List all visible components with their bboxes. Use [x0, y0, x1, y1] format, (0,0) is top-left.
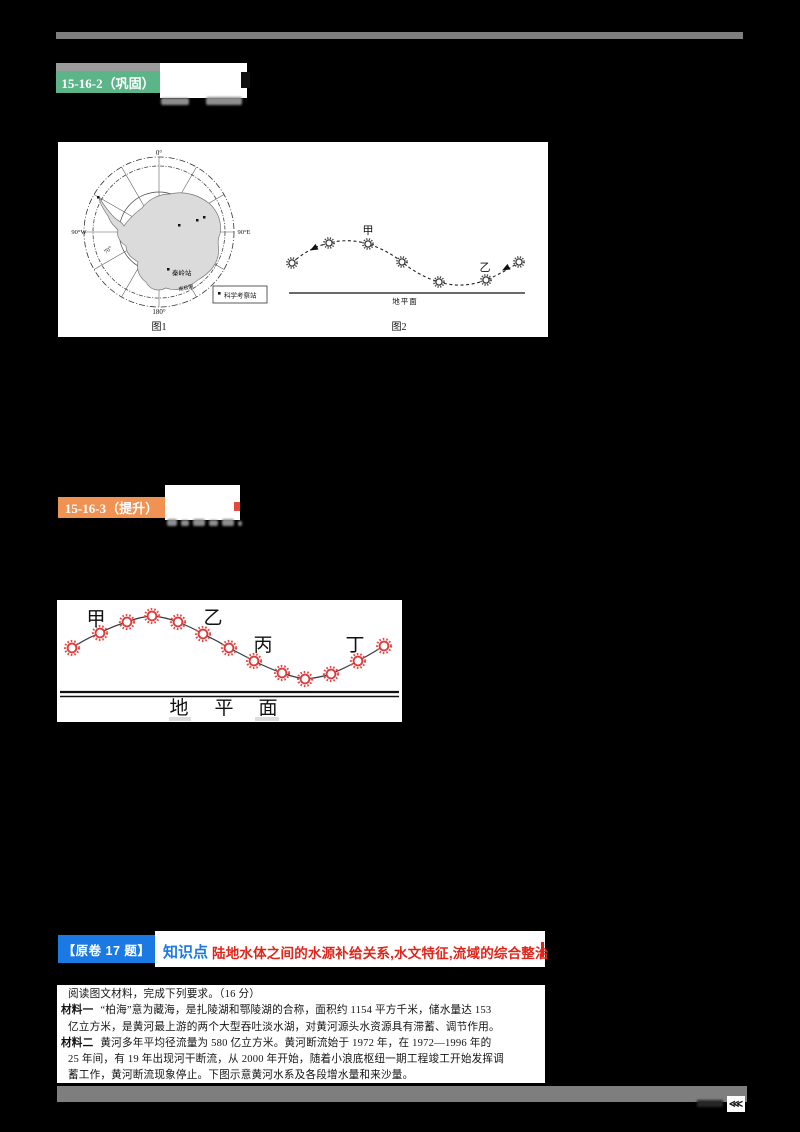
figure2-caption: 图2 [392, 321, 407, 333]
passage-bold-lead: 材料一 [61, 1005, 94, 1017]
footer-faint-text [697, 1100, 723, 1107]
bottom-divider-bar [57, 1086, 747, 1102]
label-yi: 乙 [203, 608, 222, 629]
blurred-text-remnant [169, 717, 191, 721]
horizon-label: 地平面 [392, 296, 418, 306]
passage-line: 25 年间，有 19 年出现河干断流，从 2000 年开始，随着小浪底枢纽一期工… [68, 1054, 504, 1066]
sun-icons [286, 237, 525, 288]
q17-badge: 【原卷 17 题】 [58, 935, 155, 963]
label-ding: 丁 [345, 635, 364, 656]
passage-line: 亿立方米，是黄河最上游的两个大型吞吐淡水湖，对黄河源头水资源具有滞蓄、调节作用。 [68, 1021, 500, 1033]
red-sun-icons [63, 607, 393, 688]
label-jia: 甲 [363, 225, 374, 237]
ex3-redacted-block [165, 485, 240, 520]
label-bing: 丙 [253, 635, 272, 656]
sun-path-diagram-small: 甲 乙 地平面 图2 [286, 225, 525, 333]
passage-line: 材料二 黄河多年平均径流量为 580 亿立方米。黄河断流始于 1972 年，在 1… [61, 1037, 492, 1049]
blurred-text-remnant [238, 521, 242, 526]
blurred-text-remnant [209, 520, 218, 526]
antarctic-map: 0° 90°W 90°E 180° 70° 南极圈 秦岭站 科学考察站 图1 [71, 149, 268, 333]
ex2-badge-gray-strip [56, 63, 160, 71]
label-jia: 甲 [86, 609, 105, 630]
passage-line: 阅读图文材料，完成下列要求。（16 分） [68, 989, 261, 1000]
ex3-obscured-glyph-fragment [234, 502, 240, 511]
direction-arrow-icon [502, 263, 511, 271]
blurred-text-remnant [167, 519, 177, 526]
legend-label: 科学考察站 [224, 291, 257, 300]
passage-line: 蓄工作，黄河断流现象停止。下图示意黄河水系及各段增水量和来沙量。 [68, 1070, 414, 1082]
antarctic-circle-label: 南极圈 [178, 283, 194, 293]
direction-arrow-icon [310, 243, 319, 251]
horizon-char-mian: 面 [258, 698, 277, 719]
parallel-label-70: 70° [103, 244, 114, 255]
meridian-label-90e: 90°E [237, 229, 250, 236]
meridian-label-90w: 90°W [71, 229, 87, 236]
knowledge-point-label: 知识点 [163, 944, 209, 961]
blurred-text-remnant [161, 98, 189, 105]
research-station-dots [97, 196, 206, 271]
passage-block: 阅读图文材料，完成下列要求。（16 分） 材料一 “柏海”意为藏海，是扎陵湖和鄂陵… [57, 985, 545, 1083]
chevrons-left-icon: ⋘ [728, 1098, 744, 1110]
passage-bold-lead: 材料二 [61, 1037, 94, 1049]
blurred-text-remnant [193, 519, 205, 526]
blurred-text-remnant [255, 717, 279, 721]
horizon-char-ping: 平 [214, 698, 233, 719]
blurred-text-remnant [222, 519, 234, 526]
label-yi: 乙 [480, 261, 491, 274]
ex2-obscured-glyph-fragment [241, 72, 250, 88]
figure1-svg: 0° 90°W 90°E 180° 70° 南极圈 秦岭站 科学考察站 图1 [71, 149, 525, 333]
figure3-svg: 甲 乙 丙 丁 地 平 面 [60, 607, 399, 721]
figure1-caption: 图1 [152, 321, 167, 333]
collapse-chevrons-button[interactable]: ⋘ [727, 1096, 745, 1112]
passage-line: 材料一 “柏海”意为藏海，是扎陵湖和鄂陵湖的合称，面积约 1154 平方千米，储水… [61, 1005, 492, 1017]
ex2-redacted-block [160, 63, 247, 98]
blurred-text-remnant [206, 97, 242, 105]
figure3-box: 甲 乙 丙 丁 地 平 面 [57, 600, 402, 722]
q17-header-strip [155, 931, 545, 967]
top-divider-bar [56, 32, 743, 39]
legend-dot-icon [218, 292, 221, 295]
blurred-text-remnant [181, 520, 189, 526]
horizon-char-di: 地 [169, 697, 188, 719]
antarctica-landmass [98, 192, 221, 291]
ex3-badge: 15-16-3（提升） [58, 497, 165, 518]
meridian-label-180: 180° [152, 308, 166, 316]
meridian-label-0: 0° [156, 149, 163, 157]
station-label-qinling: 秦岭站 [172, 268, 192, 277]
map-legend: 科学考察站 [212, 285, 268, 304]
knowledge-point-text: 陆地水体之间的水源补给关系,水文特征,流域的综合整治 [212, 946, 549, 961]
figure1-box: 0° 90°W 90°E 180° 70° 南极圈 秦岭站 科学考察站 图1 [58, 142, 548, 337]
ex2-badge: 15-16-2（巩固） [56, 71, 160, 93]
truncated-glyph-sliver [541, 942, 544, 957]
